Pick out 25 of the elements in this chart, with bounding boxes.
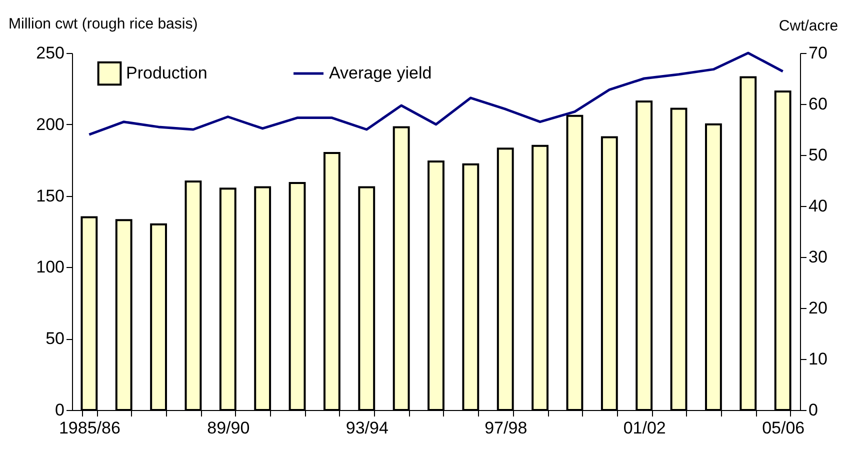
y-axis-title: Million cwt (rough rice basis) (8, 16, 198, 32)
y2-axis-title: Cwt/acre (778, 18, 838, 34)
x-tick-label: 93/94 (346, 418, 388, 438)
y-tick-label: 150 (36, 186, 64, 206)
y-tick-label: 100 (36, 258, 64, 277)
y-tick-label: 0 (55, 400, 64, 420)
y2-tick-label: 60 (808, 94, 828, 114)
y2-tick-label: 10 (808, 350, 828, 368)
y2-tick-label: 50 (808, 146, 828, 164)
legend-label: Average yield (329, 64, 432, 82)
y2-tick-label: 40 (808, 196, 828, 216)
y-tick-label: 50 (46, 329, 64, 348)
y-tick-label: 200 (36, 114, 64, 134)
x-tick-label: 89/90 (207, 418, 250, 438)
y2-tick-label: 30 (808, 248, 828, 266)
y2-tick-label: 20 (808, 298, 828, 318)
y-tick-label: 250 (36, 44, 64, 62)
x-tick-label: 01/02 (623, 418, 666, 438)
y2-tick-label: 0 (808, 400, 818, 420)
line-series (88, 52, 784, 136)
x-tick-label: 97/98 (484, 418, 528, 438)
x-tick-label: 05/06 (762, 418, 805, 438)
x-tick-label: 1985/86 (58, 418, 120, 438)
y2-tick-label: 70 (808, 44, 828, 62)
legend-label: Production (126, 64, 208, 82)
